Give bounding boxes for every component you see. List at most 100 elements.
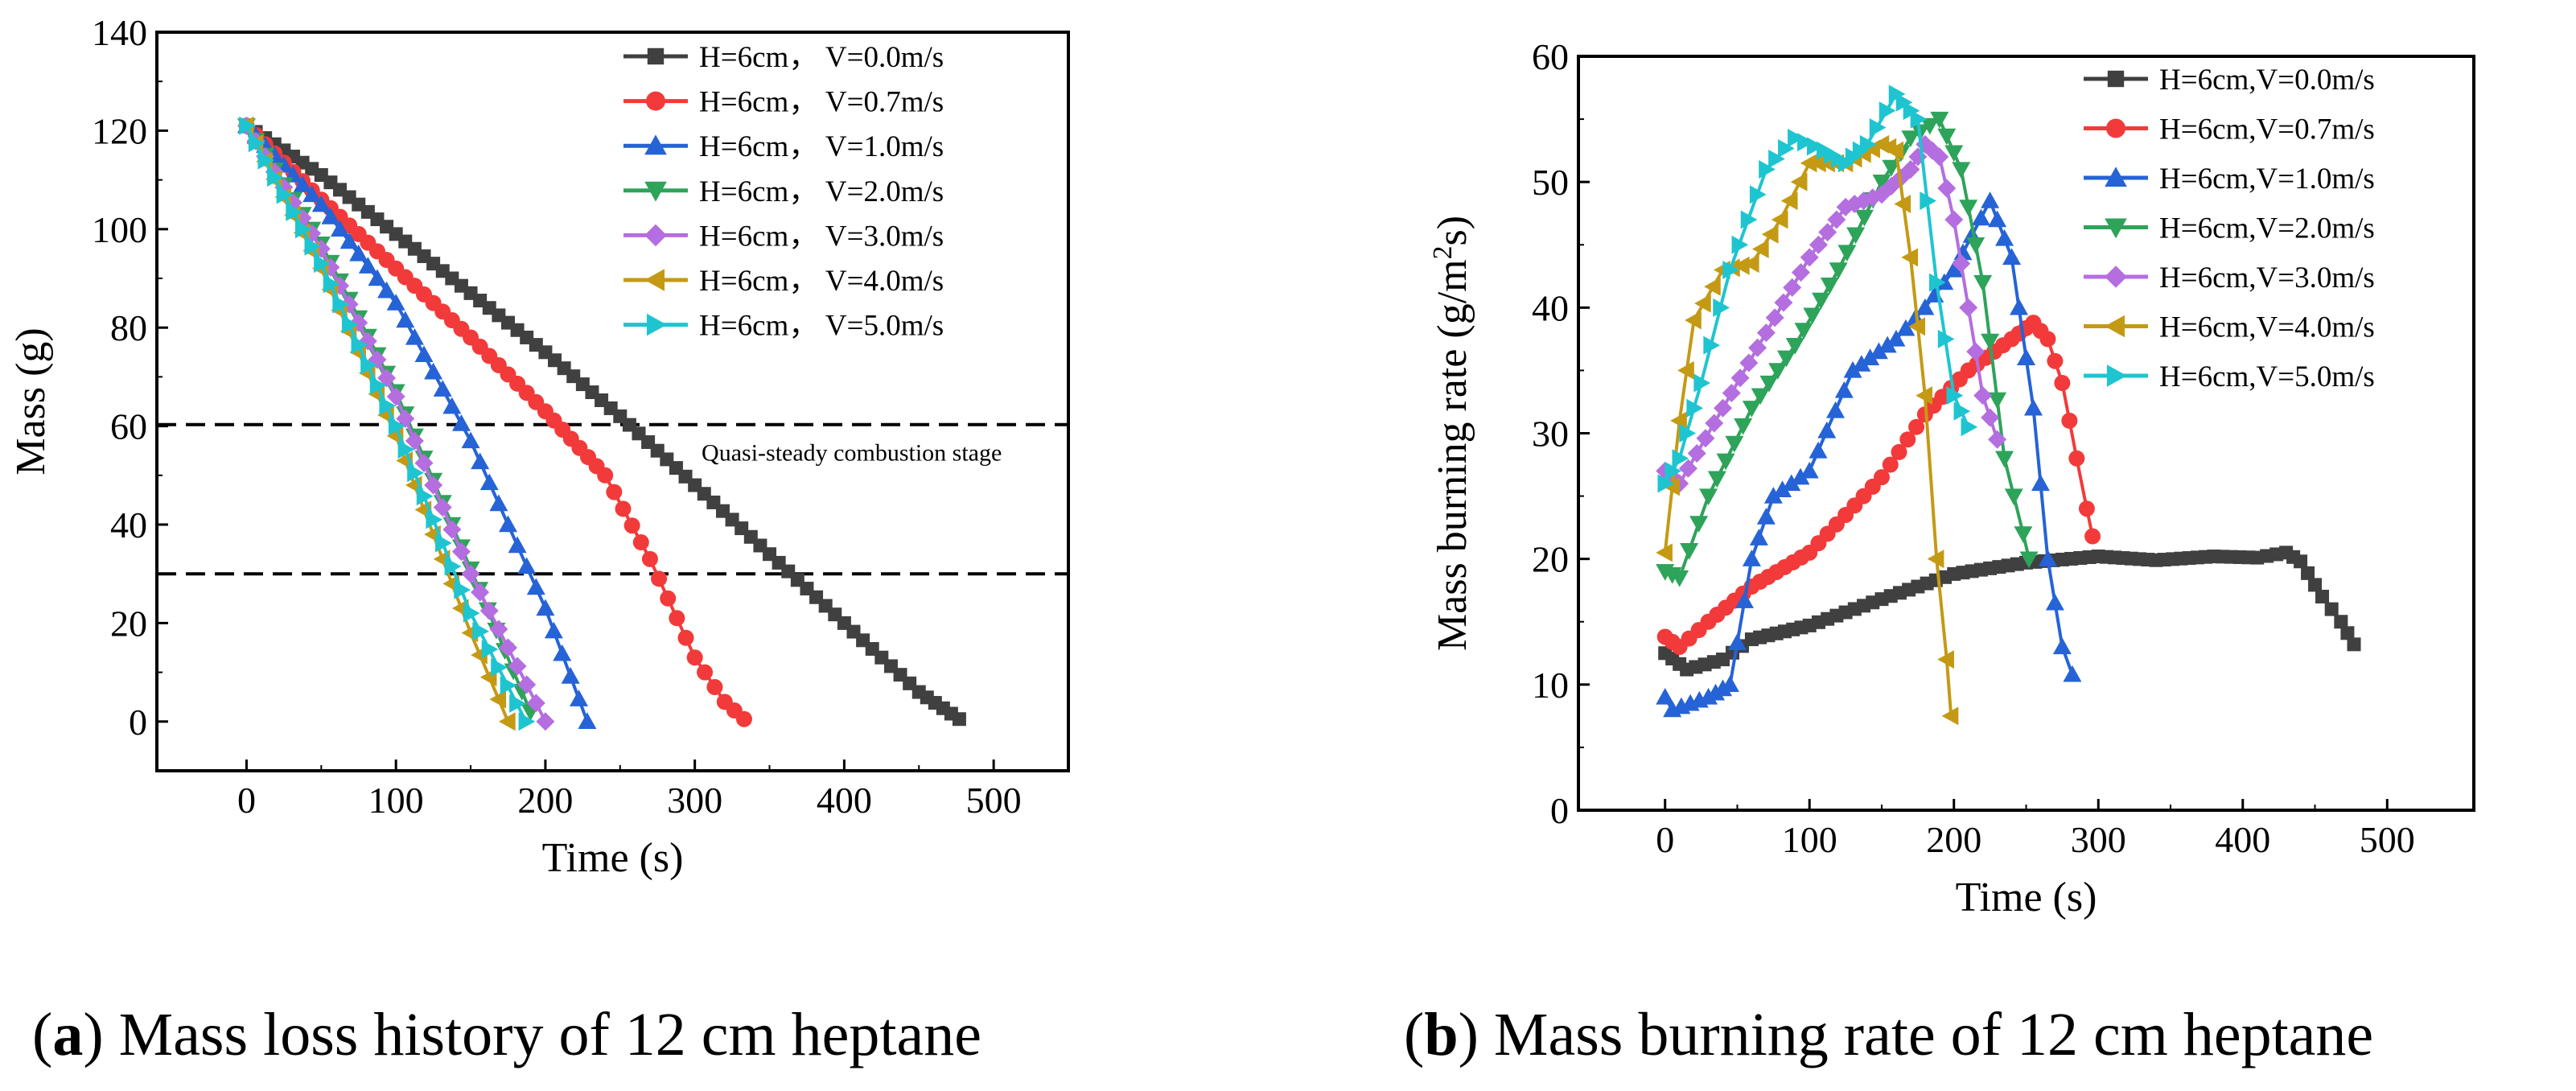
caption-a-open: (	[32, 1001, 53, 1068]
data-point	[1937, 128, 1957, 146]
data-point	[1937, 650, 1954, 669]
legend-marker	[2105, 266, 2127, 288]
data-point	[454, 580, 471, 599]
data-point	[1771, 210, 1788, 229]
legend-label: H=6cm， V=1.0m/s	[699, 130, 944, 163]
data-point	[379, 396, 397, 415]
caption-b-text: ) Mass burning rate of 12 cm heptane	[1458, 1001, 2374, 1068]
data-point	[1818, 223, 1837, 242]
x-tick-label: 300	[2071, 819, 2126, 860]
data-point	[623, 517, 640, 534]
data-point	[1797, 133, 1814, 152]
data-point	[1794, 323, 1813, 340]
data-point	[1908, 418, 1925, 435]
x-tick-label: 200	[517, 780, 573, 821]
data-point	[1887, 329, 1906, 347]
data-point	[1768, 363, 1788, 380]
data-point	[1927, 550, 1944, 569]
data-point	[405, 431, 424, 451]
data-point	[351, 336, 368, 355]
y-tick-label: 40	[1532, 287, 1569, 328]
data-point	[1916, 298, 1935, 315]
data-point	[481, 640, 499, 659]
data-point	[1791, 467, 1810, 485]
data-point	[1657, 474, 1675, 493]
data-point	[1953, 401, 1971, 421]
data-point	[2084, 528, 2101, 545]
data-point	[442, 397, 462, 414]
legend-marker	[644, 269, 665, 291]
data-point	[1722, 260, 1739, 279]
data-point	[1899, 431, 1916, 448]
caption-b-letter: b	[1424, 1001, 1459, 1068]
data-point	[1846, 227, 1866, 245]
data-point	[706, 678, 723, 695]
data-point	[1817, 421, 1837, 438]
data-point	[677, 629, 694, 646]
data-point	[1901, 160, 1920, 179]
data-point	[1944, 145, 1964, 163]
data-point	[489, 620, 508, 639]
data-point	[1973, 386, 1993, 406]
data-point	[1837, 245, 1857, 262]
data-point	[1727, 633, 1747, 650]
data-point	[302, 185, 322, 203]
data-point	[1800, 248, 1819, 267]
y-tick-label: 30	[1532, 414, 1569, 455]
data-point	[641, 550, 658, 567]
data-point	[1783, 278, 1802, 297]
data-point	[1807, 137, 1824, 156]
data-point	[1734, 418, 1753, 435]
data-point	[471, 452, 490, 470]
y-tick-label: 50	[1532, 162, 1569, 203]
data-point	[2010, 298, 2029, 315]
data-point	[293, 175, 312, 192]
legend-label: H=6cm， V=0.0m/s	[699, 41, 944, 74]
data-point	[435, 533, 452, 553]
data-point	[248, 134, 265, 153]
data-point	[388, 417, 405, 436]
data-point	[1944, 210, 1964, 229]
y-tick-label: 120	[92, 110, 147, 151]
y-tick-label: 140	[92, 12, 147, 53]
y-axis-label-superscript: 2	[1428, 245, 1458, 259]
data-point	[349, 244, 368, 261]
data-point	[471, 583, 490, 602]
data-point	[1689, 516, 1709, 533]
data-point	[426, 510, 443, 529]
data-point	[570, 690, 589, 706]
data-point	[2068, 450, 2085, 467]
data-point	[660, 590, 677, 607]
data-point	[377, 281, 397, 298]
data-point	[1704, 277, 1721, 296]
data-point	[1714, 398, 1733, 418]
data-point	[1778, 139, 1795, 159]
data-point	[2061, 412, 2078, 429]
data-point	[1937, 329, 1955, 348]
data-point	[2324, 602, 2339, 616]
data-point	[578, 712, 597, 729]
data-point	[1748, 338, 1767, 357]
data-point	[414, 345, 434, 363]
x-tick-label: 200	[1926, 819, 1981, 860]
series-3	[1656, 191, 2082, 718]
data-point	[1780, 191, 1798, 211]
legend-label: H=6cm,V=2.0m/s	[2159, 212, 2375, 245]
data-point	[1879, 101, 1896, 121]
data-point	[1995, 228, 2014, 246]
data-point	[518, 712, 536, 731]
data-point	[498, 638, 517, 657]
data-point	[1829, 262, 1848, 279]
data-point	[526, 578, 545, 595]
data-point	[2078, 500, 2095, 517]
data-point	[2054, 375, 2071, 392]
data-point	[2045, 593, 2064, 611]
data-point	[369, 376, 387, 395]
data-point	[1944, 260, 1964, 278]
data-point	[526, 694, 545, 713]
data-point	[1988, 210, 2007, 228]
data-point	[1777, 350, 1796, 368]
data-point	[1761, 224, 1779, 244]
data-point	[1731, 235, 1749, 254]
